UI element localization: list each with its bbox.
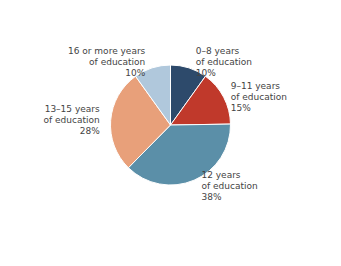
svg-text:28%: 28% [80,126,100,136]
svg-text:0–8 years: 0–8 years [196,46,240,56]
svg-text:of education: of education [231,92,287,102]
svg-text:15%: 15% [231,103,251,113]
svg-text:of education: of education [43,115,99,125]
svg-text:of education: of education [89,57,145,67]
svg-text:10%: 10% [196,68,216,78]
svg-text:of education: of education [196,57,252,67]
svg-text:12 years: 12 years [201,170,240,180]
svg-text:38%: 38% [201,192,221,202]
svg-text:13–15 years: 13–15 years [45,104,100,114]
svg-text:16 or more years: 16 or more years [68,46,146,56]
svg-text:10%: 10% [125,68,145,78]
svg-text:9–11 years: 9–11 years [231,81,281,91]
svg-text:of education: of education [201,181,257,191]
